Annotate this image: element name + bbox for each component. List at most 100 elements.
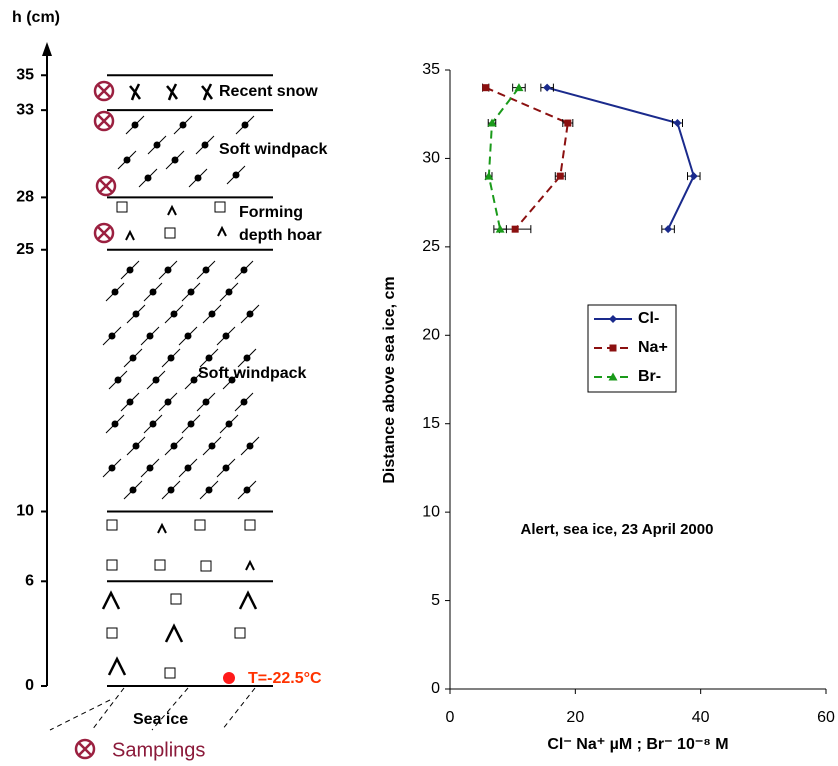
y-tick-label: 20 (422, 327, 440, 344)
facet-symbol (164, 667, 176, 679)
tick-label: 28 (16, 189, 34, 206)
legend-label: Br- (638, 368, 661, 385)
ice-hatch (221, 687, 256, 731)
marker (482, 84, 490, 92)
sampling-symbol (95, 175, 117, 197)
windpack-dot (123, 156, 131, 164)
facet-symbol (106, 559, 118, 571)
windpack-dot (114, 376, 122, 384)
y-tick-label: 35 (422, 61, 440, 78)
windpack-dot (208, 442, 216, 450)
y-tick-label: 15 (422, 415, 440, 432)
windpack-dot (243, 354, 251, 362)
sampling-symbol (93, 80, 115, 102)
sampling-cross (97, 226, 111, 240)
marker (556, 172, 564, 180)
x-tick-label: 60 (817, 709, 835, 726)
series-line (546, 86, 695, 230)
temperature-label: T=-22.5°C (248, 670, 322, 687)
marker (608, 372, 618, 381)
facet-symbol (200, 560, 212, 572)
sampling-cross (97, 84, 111, 98)
sampling-cross (97, 114, 111, 128)
hoar-symbol (167, 204, 177, 216)
hoar-symbol (157, 522, 167, 534)
facet-symbol (244, 519, 256, 531)
facet-symbol (194, 519, 206, 531)
windpack-dot (167, 486, 175, 494)
marker (689, 172, 698, 181)
marker (664, 225, 673, 234)
x-tick-label: 0 (446, 709, 455, 726)
y-tick-label: 25 (422, 238, 440, 255)
tick-label: 6 (25, 573, 34, 590)
tick-label: 0 (25, 677, 34, 694)
hoar-symbol (107, 656, 127, 676)
windpack-dot (240, 266, 248, 274)
windpack-dot (170, 310, 178, 318)
windpack-dot (184, 332, 192, 340)
facet-symbol (170, 593, 182, 605)
windpack-dot (202, 398, 210, 406)
facet-symbol (116, 201, 128, 213)
hoar-symbol (238, 590, 258, 610)
windpack-dot (228, 376, 236, 384)
windpack-dot (149, 420, 157, 428)
windpack-dot (190, 376, 198, 384)
axis-arrow (42, 42, 52, 56)
sampling-symbol (93, 110, 115, 132)
windpack-dot (208, 310, 216, 318)
layer-label: Recent snow (219, 83, 318, 100)
windpack-dot (184, 464, 192, 472)
windpack-dot (132, 310, 140, 318)
windpack-dot (164, 398, 172, 406)
y-tick-label: 30 (422, 150, 440, 167)
windpack-dot (202, 266, 210, 274)
windpack-dot (246, 310, 254, 318)
series-line (485, 86, 569, 230)
windpack-dot (225, 288, 233, 296)
hoar-symbol (245, 559, 255, 571)
windpack-dot (126, 266, 134, 274)
windpack-dot (232, 171, 240, 179)
windpack-dot (108, 464, 116, 472)
ice-hatch (49, 699, 111, 731)
windpack-dot (164, 266, 172, 274)
axis-label: h (cm) (12, 9, 60, 26)
layer-label: Soft windpack (198, 365, 307, 382)
marker (543, 83, 552, 92)
sampling-cross (99, 179, 113, 193)
windpack-dot (144, 174, 152, 182)
windpack-dot (111, 288, 119, 296)
tick-label: 35 (16, 66, 34, 83)
x-tick-label: 40 (692, 709, 710, 726)
snow-symbol (129, 83, 142, 101)
layer-label: Forming (239, 204, 303, 221)
windpack-dot (225, 420, 233, 428)
windpack-dot (194, 174, 202, 182)
legend-label: Cl- (638, 310, 659, 327)
marker (609, 315, 617, 323)
facet-symbol (214, 201, 226, 213)
windpack-dot (179, 121, 187, 129)
temperature-point (223, 672, 235, 684)
windpack-dot (129, 354, 137, 362)
windpack-dot (246, 442, 254, 450)
windpack-dot (126, 398, 134, 406)
facet-symbol (106, 519, 118, 531)
y-tick-label: 10 (422, 503, 440, 520)
ice-hatch (151, 687, 189, 731)
sampling-symbol (93, 222, 115, 244)
windpack-dot (201, 141, 209, 149)
marker (495, 224, 505, 233)
windpack-dot (187, 420, 195, 428)
y-tick-label: 0 (431, 680, 440, 697)
tick-label: 10 (16, 503, 34, 520)
windpack-dot (222, 464, 230, 472)
windpack-dot (187, 288, 195, 296)
layer-label: Sea ice (133, 711, 188, 728)
windpack-dot (205, 354, 213, 362)
windpack-dot (171, 156, 179, 164)
windpack-dot (241, 121, 249, 129)
